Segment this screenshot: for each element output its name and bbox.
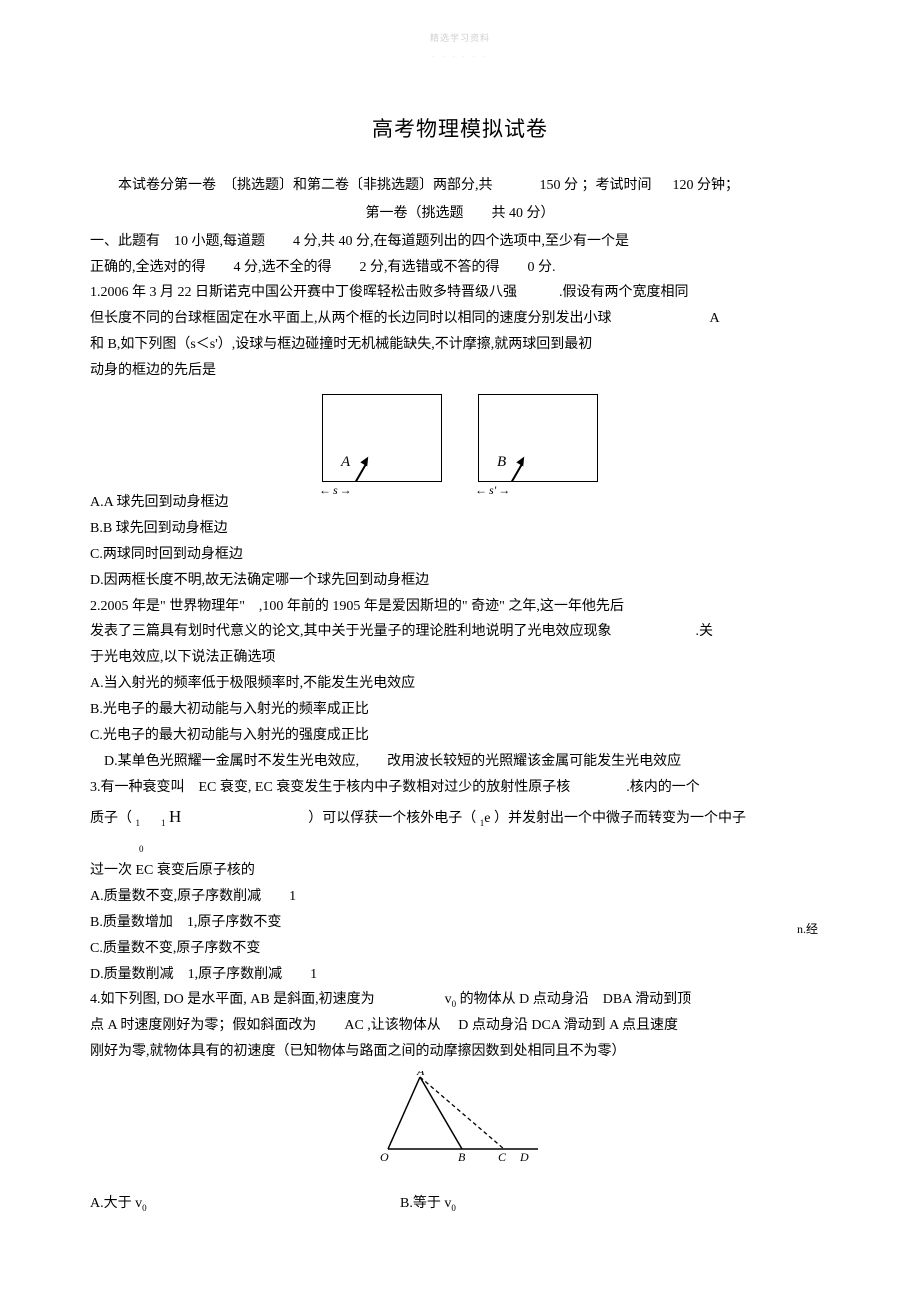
q1-box-a: A ← s → (322, 394, 442, 482)
watermark-text: 精选学习资料 (430, 33, 490, 43)
q1-opt-b: B.B 球先回到动身框边 (90, 516, 830, 542)
q4-opt-a: A.大于 v0 (90, 1191, 400, 1217)
q3-opt-c: C.质量数不变,原子序数不变 (90, 936, 830, 962)
q4-l1-mid: 的物体从 D 点动身沿 DBA 滑动到顶 (456, 992, 691, 1007)
q3-line-4: 过一次 EC 衰变后原子核的 (90, 858, 830, 884)
q4-l1-pre: 4.如下列图, DO 是水平面, AB 是斜面,初速度为 v (90, 992, 452, 1007)
q2-line-1: 2.2005 年是" 世界物理年" ,100 年前的 1905 年是爱因斯坦的"… (90, 594, 830, 620)
q1-line-3: 和 B,如下列图（s＜s'）,设球与框边碰撞时无机械能缺失,不计摩擦,就两球回到… (90, 332, 830, 358)
q4-opt-a-text: A.大于 v (90, 1196, 142, 1211)
q3-h-symbol: H (169, 807, 181, 826)
q3-sup-1: 1 (161, 817, 166, 827)
watermark-header: 精选学习资料 - - - - - - (430, 30, 490, 63)
q1-box-b-label: B (497, 449, 506, 477)
arrowhead-icon (360, 455, 371, 467)
exam-intro: 本试卷分第一卷 〔挑选题〕和第二卷〔非挑选题〕两部分,共 150 分 ；考试时间… (90, 173, 830, 199)
q3-l2-pre: 质子（ (90, 811, 132, 826)
q2-opt-a: A.当入射光的频率低于极限频率时,不能发生光电效应 (90, 671, 830, 697)
q2-line-2: 发表了三篇具有划时代意义的论文,其中关于光量子的理论胜利地说明了光电效应现象 .… (90, 619, 830, 645)
q4-line-3: 刚好为零,就物体具有的初速度（已知物体与路面之间的动摩擦因数到处相同且不为零） (90, 1039, 830, 1065)
label-c: C (498, 1150, 507, 1163)
q3-line-2: 质子（ 1 1 H ）可以俘获一个核外电子（ 1e ）并发射出一个中微子而转变为… (90, 801, 830, 832)
q1-line-2: 但长度不同的台球框固定在水平面上,从两个框的长边同时以相同的速度分别发出小球 A (90, 306, 830, 332)
right-arrow-icon: → (340, 479, 352, 501)
q1-opt-a: A.A 球先回到动身框边 (90, 490, 830, 516)
q3-l2-mid: ）可以俘获一个核外电子（ (308, 811, 476, 826)
page-title: 高考物理模拟试卷 (90, 110, 830, 149)
q4-opt-b-sub: 0 (451, 1203, 456, 1213)
incline-diagram-icon: A O B C D (370, 1071, 550, 1163)
q1-opt-c: C.两球同时回到动身框边 (90, 542, 830, 568)
q4-opt-b-text: B.等于 v (400, 1196, 451, 1211)
q3-zero-sub: 0 (139, 844, 144, 854)
q1-line-4: 动身的框边的先后是 (90, 358, 830, 384)
q1-box-b: B ← s' → (478, 394, 598, 482)
intro-text-1: 本试卷分第一卷 〔挑选题〕和第二卷〔非挑选题〕两部分,共 (118, 178, 493, 193)
q3-line-1: 3.有一种衰变叫 EC 衰变, EC 衰变发生于核内中子数相对过少的放射性原子核… (90, 775, 830, 801)
q2-opt-c: C.光电子的最大初动能与入射光的强度成正比 (90, 723, 830, 749)
section-1-instr-2: 正确的,全选对的得 4 分,选不全的得 2 分,有选错或不答的得 0 分. (90, 255, 830, 281)
stray-char: n.经 (797, 918, 818, 940)
stray-char-text: n.经 (797, 922, 818, 936)
s-label-text: s' (489, 479, 496, 501)
q4-opt-a-sub: 0 (142, 1203, 147, 1213)
right-arrow-icon: → (498, 479, 510, 501)
q4-options-row: A.大于 v0 B.等于 v0 (90, 1191, 830, 1217)
left-arrow-icon: ← (475, 479, 487, 501)
arrowhead-icon (516, 455, 527, 467)
q4-line-1: 4.如下列图, DO 是水平面, AB 是斜面,初速度为 v0 的物体从 D 点… (90, 987, 830, 1013)
q4-opt-b: B.等于 v0 (400, 1191, 456, 1217)
section-1-heading: 第一卷（挑选题 共 40 分） (90, 201, 830, 227)
intro-time: 120 分钟； (673, 178, 740, 193)
q2-opt-b: B.光电子的最大初动能与入射光的频率成正比 (90, 697, 830, 723)
label-d: D (519, 1150, 529, 1163)
q1-box-a-label: A (341, 449, 350, 477)
section-1-instr-1: 一、此题有 10 小题,每道题 4 分,共 40 分,在每道题列出的四个选项中,… (90, 229, 830, 255)
q3-e: e (484, 811, 490, 826)
intro-text-2: ；考试时间 (582, 178, 652, 193)
q4-figure: A O B C D (90, 1071, 830, 1163)
q3-sub-1: 1 (136, 817, 141, 827)
q1-line-1: 1.2006 年 3 月 22 日斯诺克中国公开赛中丁俊晖轻松击败多特晋级八强 … (90, 280, 830, 306)
q3-l2-post: ）并发射出一个中微子而转变为一个中子 (494, 811, 746, 826)
q3-line-3: 0 (90, 832, 830, 858)
q2-line-3: 于光电效应,以下说法正确选项 (90, 645, 830, 671)
label-b: B (458, 1150, 466, 1163)
q1-opt-d: D.因两框长度不明,故无法确定哪一个球先回到动身框边 (90, 568, 830, 594)
q1-box-b-s: ← s' → (475, 479, 510, 501)
label-a: A (416, 1071, 425, 1078)
left-arrow-icon: ← (319, 479, 331, 501)
watermark-sub: - - - - - - (432, 52, 488, 60)
s-label-text: s (333, 479, 338, 501)
q4-line-2: 点 A 时速度刚好为零；假如斜面改为 AC ,让该物体从 D 点动身沿 DCA … (90, 1013, 830, 1039)
q3-opt-b: B.质量数增加 1,原子序数不变 (90, 910, 830, 936)
q1-figure: A ← s → B ← s' → (90, 394, 830, 482)
q3-opt-a: A.质量数不变,原子序数削减 1 (90, 884, 830, 910)
label-o: O (380, 1150, 389, 1163)
q3-opt-d: D.质量数削减 1,原子序数削减 1 (90, 962, 830, 988)
intro-score: 150 分 (540, 178, 579, 193)
q2-opt-d: D.某单色光照耀一金属时不发生光电效应, 改用波长较短的光照耀该金属可能发生光电… (90, 749, 830, 775)
q1-box-a-s: ← s → (319, 479, 352, 501)
